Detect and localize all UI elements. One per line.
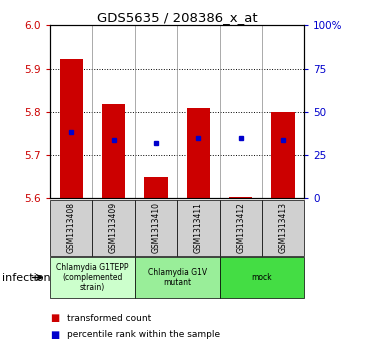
Bar [50,257,135,298]
Bar [187,108,210,198]
Text: transformed count: transformed count [67,314,151,323]
Text: GSM1313413: GSM1313413 [279,202,288,253]
Bar [50,200,92,256]
Text: GSM1313410: GSM1313410 [151,202,161,253]
Bar [144,177,168,198]
Text: infection: infection [2,273,50,282]
Text: ■: ■ [50,313,59,323]
Text: ■: ■ [50,330,59,340]
Text: GSM1313409: GSM1313409 [109,202,118,253]
Bar [220,257,304,298]
Bar [272,113,295,198]
Bar [177,200,220,256]
Text: percentile rank within the sample: percentile rank within the sample [67,330,220,339]
Title: GDS5635 / 208386_x_at: GDS5635 / 208386_x_at [97,11,257,24]
Text: GSM1313412: GSM1313412 [236,202,245,253]
Text: GSM1313411: GSM1313411 [194,202,203,253]
Bar [92,200,135,256]
Text: mock: mock [252,273,272,282]
Bar [220,200,262,256]
Bar [135,200,177,256]
Text: GSM1313408: GSM1313408 [67,202,76,253]
Text: Chlamydia G1TEPP
(complemented
strain): Chlamydia G1TEPP (complemented strain) [56,262,129,293]
Bar [229,196,252,198]
Bar [60,59,83,198]
Bar [262,200,304,256]
Bar [102,104,125,198]
Bar [135,257,220,298]
Text: Chlamydia G1V
mutant: Chlamydia G1V mutant [148,268,207,287]
